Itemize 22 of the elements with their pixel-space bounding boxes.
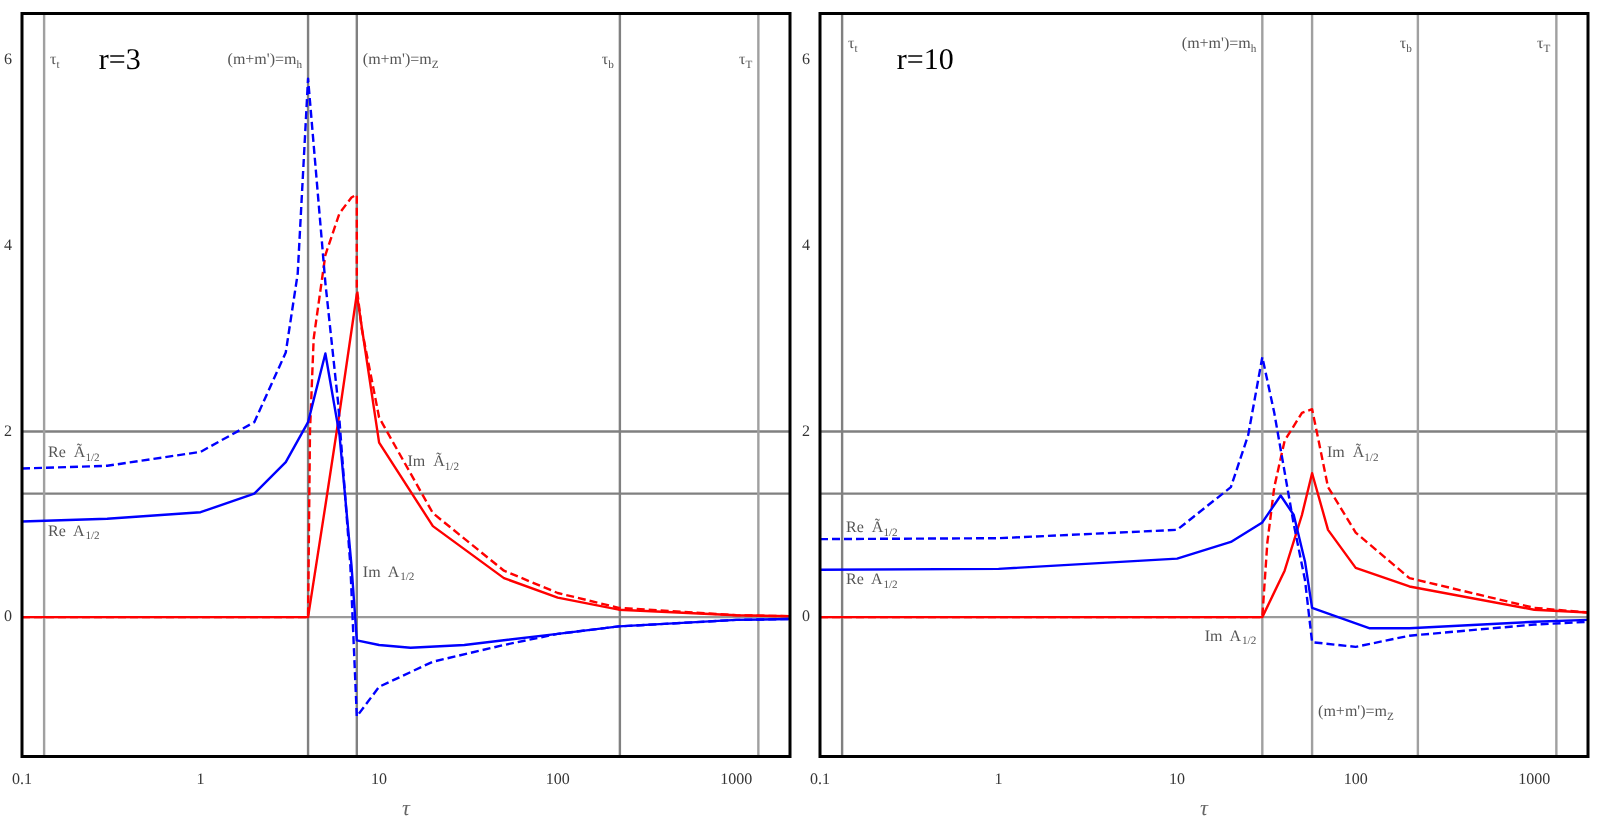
x-tick-label: 10 [1169, 770, 1186, 789]
x-tick-label: 1 [994, 770, 1003, 789]
x-tick-label: 100 [545, 770, 570, 789]
x-tick-label: 0.1 [12, 770, 32, 789]
x-tick-label: 1000 [720, 770, 753, 789]
text: r=10 [896, 45, 954, 78]
x-tick-label: 1 [196, 770, 205, 789]
x-axis-title: τ [1200, 796, 1211, 821]
y-tick-label: 4 [4, 235, 12, 254]
y-tick-label: 4 [802, 235, 810, 254]
y-tick-label: 2 [802, 421, 810, 440]
x-tick-label: 1000 [1518, 770, 1551, 789]
x-axis-title: τ [402, 796, 413, 821]
y-tick-label: 6 [802, 50, 810, 69]
text: r=3 [98, 45, 141, 78]
x-tick-label: 0.1 [810, 770, 830, 789]
y-tick-label: 6 [4, 50, 12, 69]
y-tick-label: 0 [802, 607, 810, 626]
y-tick-label: 2 [4, 421, 12, 440]
x-tick-label: 10 [371, 770, 388, 789]
x-tick-label: 100 [1343, 770, 1368, 789]
y-tick-label: 0 [4, 607, 12, 626]
